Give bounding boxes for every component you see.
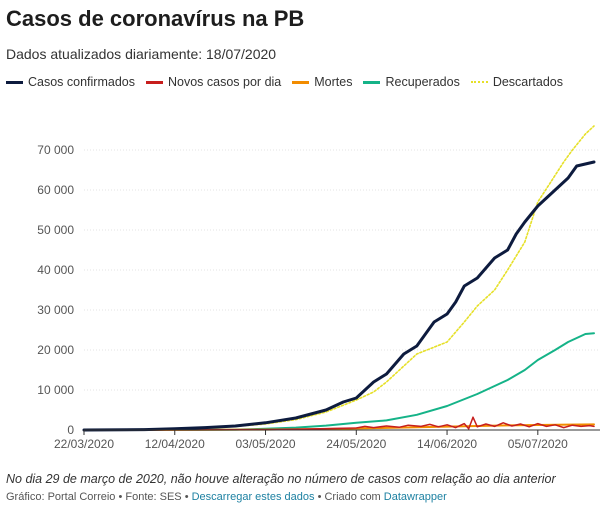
legend-label: Novos casos por dia [168,75,282,89]
legend-item-recuperados: Recuperados [363,75,460,89]
legend-swatch-mortes [292,80,310,84]
legend-item-mortes: Mortes [292,75,352,89]
series-lines [82,125,596,432]
y-tick-label: 50 000 [37,223,74,237]
y-tick-label: 30 000 [37,303,74,317]
series-line-descartados [83,125,595,431]
series-line-casos-confirmados [82,160,596,432]
download-data-link[interactable]: Descarregar estes dados [191,491,315,503]
legend-swatch-novos-casos [146,80,163,84]
x-tick-label: 24/05/2020 [326,437,386,451]
y-tick-label: 70 000 [37,143,74,157]
legend-label: Recuperados [385,75,460,89]
legend-swatch-descartados [470,81,488,83]
legend-label: Descartados [492,75,564,89]
line-chart: 0 10 000 20 000 30 000 40 000 50 000 60 000 70 … [37,125,600,451]
y-tick-label: 20 000 [37,343,74,357]
legend-item-casos-confirmados: Casos confirmados [6,75,135,89]
legend-swatch-casos-confirmados [6,80,23,84]
y-tick-label: 40 000 [37,263,74,277]
footer-created-with: • Criado com [314,491,384,503]
footer-credits: Gráfico: Portal Correio • Fonte: SES • [6,491,192,503]
series-line-recuperados [83,332,595,431]
chart-note: No dia 29 de março de 2020, não houve al… [6,472,556,486]
gridlines [84,149,600,431]
legend-swatch-recuperados [363,80,381,84]
legend-item-novos-casos: Novos casos por dia [146,75,281,89]
y-tick-label: 60 000 [37,183,74,197]
x-tick-label: 05/07/2020 [508,437,568,451]
chart-footer: Gráfico: Portal Correio • Fonte: SES • D… [6,491,447,503]
x-tick-label: 03/05/2020 [235,437,295,451]
series-line-novos-casos-por-dia [83,416,595,431]
legend: Casos confirmados Novos casos por dia Mo… [6,75,574,89]
y-tick-label: 0 [67,423,74,437]
chart-subtitle: Dados atualizados diariamente: 18/07/202… [6,46,277,62]
x-tick-label: 22/03/2020 [54,437,114,451]
y-tick-label: 10 000 [37,383,74,397]
datawrapper-link[interactable]: Datawrapper [383,491,447,503]
x-tick-label: 12/04/2020 [145,437,205,451]
legend-label: Mortes [314,75,353,89]
chart-title: Casos de coronavírus na PB [6,6,305,31]
x-tick-label: 14/06/2020 [417,437,477,451]
legend-label: Casos confirmados [28,75,135,89]
axes: 0 10 000 20 000 30 000 40 000 50 000 60 000 70 … [37,143,600,451]
legend-item-descartados: Descartados [470,75,564,89]
